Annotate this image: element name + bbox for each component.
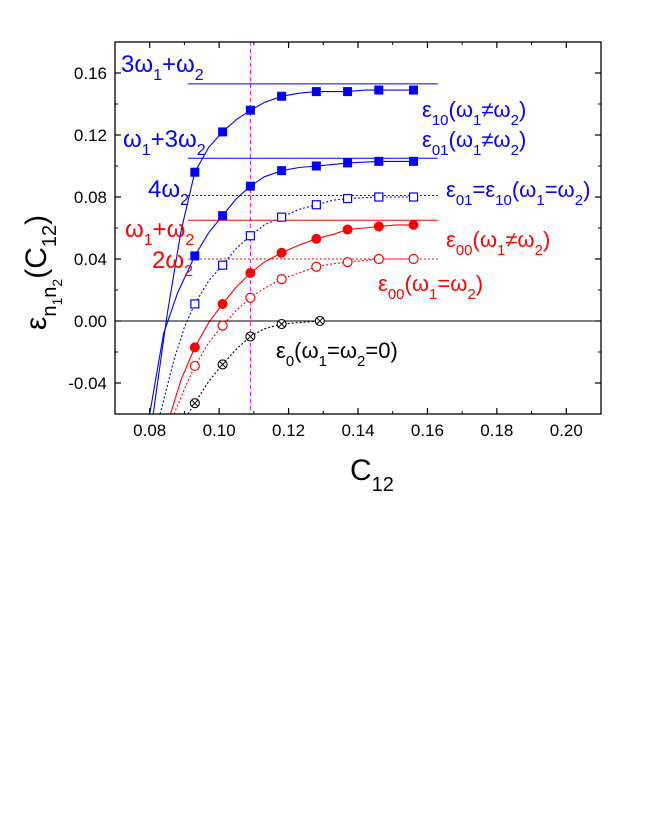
x-tick-label: 0.16 — [411, 421, 444, 440]
marker-e01_eq — [218, 260, 228, 270]
curve-e0_zero — [187, 320, 320, 414]
marker-e00_eq — [276, 274, 287, 285]
label-4w2: 4ω2 — [148, 176, 189, 209]
marker-e10_neq — [374, 85, 384, 95]
marker-e00_eq — [408, 253, 419, 265]
label-w1_3w2: ω1+3ω2 — [123, 126, 206, 159]
marker-e00_eq — [342, 257, 353, 268]
label-e00_eq: ε00(ω1=ω2) — [378, 271, 483, 303]
marker-e10_neq — [218, 127, 228, 137]
marker-e01_neq — [343, 158, 353, 168]
marker-e10_neq — [190, 167, 200, 177]
y-tick-label: 0.16 — [74, 64, 107, 83]
marker-e01_eq — [190, 299, 200, 309]
marker-e01_neq — [218, 211, 228, 221]
y-axis-label: εn1n2(C12) — [20, 215, 65, 330]
reference-lines — [115, 42, 601, 414]
marker-e01_eq — [311, 200, 321, 210]
marker-e00_eq — [373, 253, 384, 265]
marker-e10_neq — [277, 91, 287, 101]
x-tick-label: 0.20 — [550, 421, 583, 440]
label-e01_eq: ε01=ε10(ω1=ω2) — [446, 177, 590, 209]
marker-e01_neq — [409, 156, 419, 166]
marker-e0_zero — [276, 319, 287, 330]
y-tick-label: -0.04 — [68, 374, 107, 393]
y-tick-label: 0.04 — [74, 250, 107, 269]
x-tick-label: 0.12 — [272, 421, 305, 440]
marker-e01_neq — [245, 181, 255, 191]
marker-e01_neq — [277, 166, 287, 176]
marker-e00_eq — [311, 261, 322, 272]
label-3w1_w2: 3ω1+ω2 — [121, 51, 204, 84]
marker-e10_neq — [311, 87, 321, 97]
marker-e00_neq — [373, 221, 384, 232]
label-e00_neq: ε00(ω1≠ω2) — [446, 227, 550, 259]
marker-e00_neq — [408, 219, 419, 230]
label-w1_w2: ω1+ω2 — [125, 216, 194, 249]
marker-e00_neq — [311, 233, 322, 244]
data-markers — [189, 85, 419, 409]
marker-e01_neq — [190, 251, 200, 261]
x-tick-label: 0.10 — [203, 421, 236, 440]
marker-e10_neq — [245, 105, 255, 115]
label-e01_neq: ε01(ω1≠ω2) — [422, 127, 526, 159]
marker-e00_neq — [276, 247, 287, 258]
marker-e0_zero — [217, 359, 228, 370]
marker-e00_eq — [245, 292, 256, 303]
marker-e00_eq — [189, 360, 200, 372]
x-axis-label: C12 — [350, 454, 394, 496]
x-tick-label: 0.14 — [341, 421, 374, 440]
marker-e01_neq — [311, 161, 321, 171]
curve-e00_neq — [169, 224, 414, 414]
y-tick-label: 0.12 — [74, 126, 107, 145]
label-e0_zero: ε0(ω1=ω2=0) — [276, 338, 398, 370]
marker-e01_eq — [342, 193, 353, 204]
axis-ticks: 0.08 0.10 0.12 0.14 0.16 0.18 0.20 -0.04 0.00 0.0… — [68, 41, 602, 440]
curve-e01_eq — [159, 196, 414, 414]
marker-e00_neq — [342, 224, 353, 235]
label-2w2: 2ω2 — [152, 247, 193, 280]
x-tick-label: 0.08 — [133, 421, 166, 440]
marker-e00_eq — [217, 320, 228, 331]
marker-e01_neq — [374, 156, 384, 166]
x-tick-label: 0.18 — [480, 421, 513, 440]
label-e10_neq: ε10(ω1≠ω2) — [422, 97, 526, 129]
marker-e01_eq — [245, 231, 255, 241]
curve-e01_neq — [149, 160, 414, 414]
marker-e10_neq — [343, 87, 353, 97]
y-tick-label: 0.08 — [74, 188, 107, 207]
marker-e00_neq — [217, 298, 228, 309]
marker-e0_zero — [189, 398, 200, 409]
marker-e01_eq — [374, 192, 384, 202]
marker-e10_neq — [409, 85, 419, 95]
marker-e01_eq — [408, 192, 419, 202]
marker-e00_neq — [189, 342, 200, 353]
curve-e10_neq — [152, 89, 414, 414]
y-tick-label: 0.00 — [74, 312, 107, 331]
marker-e0_zero — [314, 315, 325, 327]
marker-e0_zero — [245, 331, 256, 342]
marker-e01_eq — [277, 212, 287, 222]
marker-e00_neq — [245, 267, 256, 278]
